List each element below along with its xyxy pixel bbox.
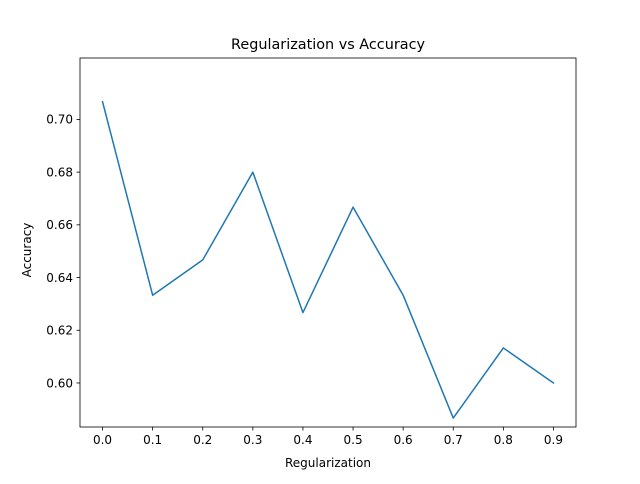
x-tick-label: 0.0 xyxy=(93,433,112,447)
x-axis-label: Regularization xyxy=(285,456,371,470)
series-layer xyxy=(101,100,555,419)
chart-title: Regularization vs Accuracy xyxy=(231,37,425,53)
y-tick-label: 0.66 xyxy=(46,218,73,232)
plot-area xyxy=(79,57,577,428)
x-tick-label: 0.9 xyxy=(544,433,563,447)
x-tick-label: 0.6 xyxy=(394,433,413,447)
x-tick-label: 0.5 xyxy=(344,433,363,447)
y-tick-label: 0.60 xyxy=(46,376,73,390)
x-tick-label: 0.2 xyxy=(193,433,212,447)
y-tick-label: 0.62 xyxy=(46,324,73,338)
x-tick-label: 0.4 xyxy=(293,433,312,447)
y-axis-label: Accuracy xyxy=(20,223,34,278)
x-tick-label: 0.7 xyxy=(444,433,463,447)
y-tick-label: 0.64 xyxy=(46,271,73,285)
y-axis: 0.60 0.62 0.64 0.66 0.68 0.70 xyxy=(46,113,80,390)
series-line xyxy=(101,100,555,419)
x-tick-label: 0.1 xyxy=(143,433,162,447)
x-axis: 0.0 0.1 0.2 0.3 0.4 0.5 0.6 0.7 0.8 0.9 xyxy=(93,427,563,447)
plot-frame xyxy=(79,57,577,428)
x-tick-label: 0.8 xyxy=(494,433,513,447)
y-tick-label: 0.70 xyxy=(46,113,73,127)
x-tick-label: 0.3 xyxy=(243,433,262,447)
y-tick-label: 0.68 xyxy=(46,165,73,179)
